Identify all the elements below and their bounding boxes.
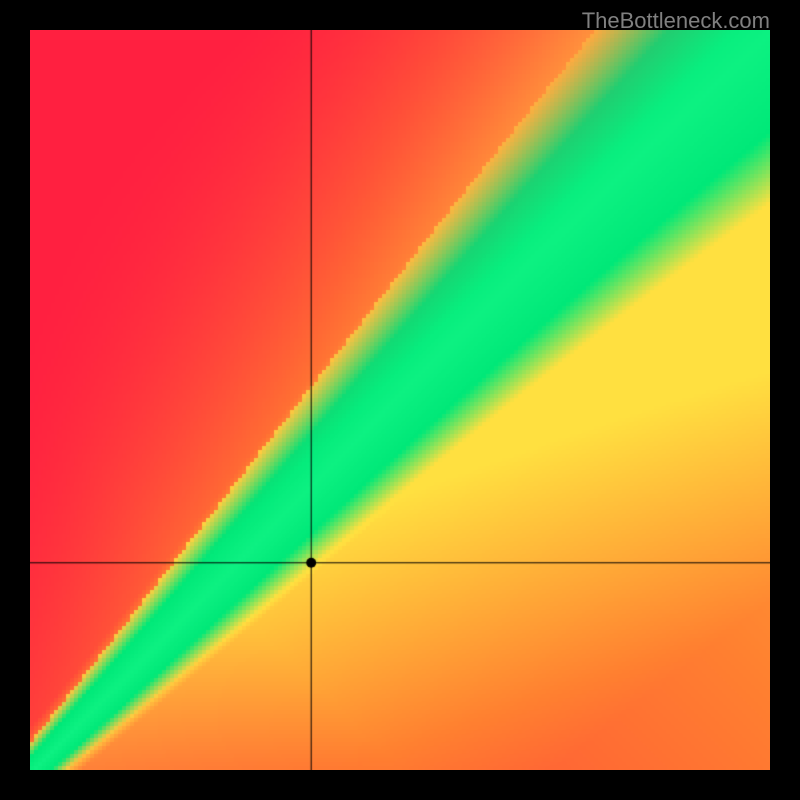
heatmap-canvas: [30, 30, 770, 770]
heatmap-plot: [30, 30, 770, 770]
watermark-text: TheBottleneck.com: [582, 8, 770, 34]
